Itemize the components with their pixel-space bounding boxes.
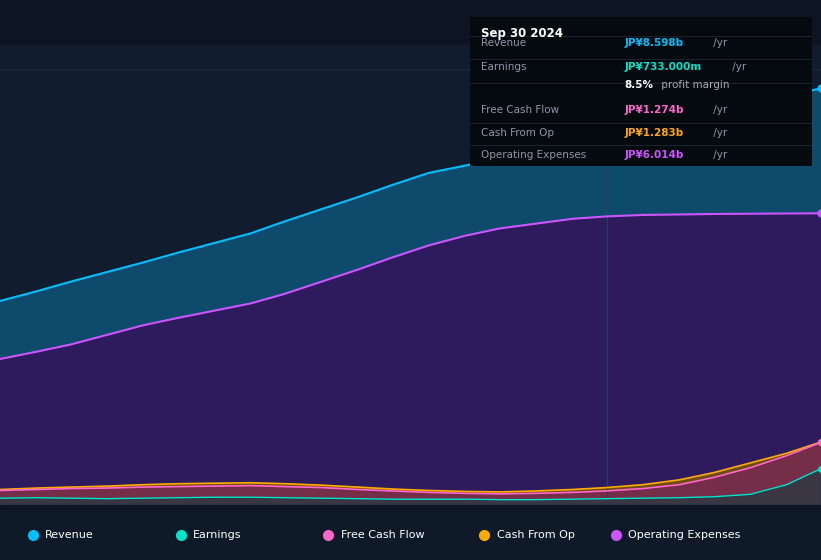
Text: Free Cash Flow: Free Cash Flow <box>341 530 424 540</box>
Text: 8.5%: 8.5% <box>624 80 654 90</box>
Text: Earnings: Earnings <box>480 62 526 72</box>
Text: JP¥6.014b: JP¥6.014b <box>624 150 684 160</box>
Text: /yr: /yr <box>710 38 727 48</box>
Text: /yr: /yr <box>710 105 727 115</box>
Text: JP¥733.000m: JP¥733.000m <box>624 62 701 72</box>
Text: /yr: /yr <box>710 128 727 138</box>
Text: Free Cash Flow: Free Cash Flow <box>480 105 559 115</box>
Text: JP¥1.274b: JP¥1.274b <box>624 105 684 115</box>
Text: Sep 30 2024: Sep 30 2024 <box>480 27 562 40</box>
Text: Cash From Op: Cash From Op <box>497 530 575 540</box>
Text: Cash From Op: Cash From Op <box>480 128 553 138</box>
Text: /yr: /yr <box>710 150 727 160</box>
Text: /yr: /yr <box>729 62 746 72</box>
Text: Revenue: Revenue <box>480 38 525 48</box>
Text: profit margin: profit margin <box>658 80 730 90</box>
Text: Operating Expenses: Operating Expenses <box>628 530 741 540</box>
Text: Revenue: Revenue <box>45 530 94 540</box>
Text: Operating Expenses: Operating Expenses <box>480 150 586 160</box>
Text: JP¥8.598b: JP¥8.598b <box>624 38 683 48</box>
Text: JP¥1.283b: JP¥1.283b <box>624 128 683 138</box>
Text: Earnings: Earnings <box>193 530 241 540</box>
